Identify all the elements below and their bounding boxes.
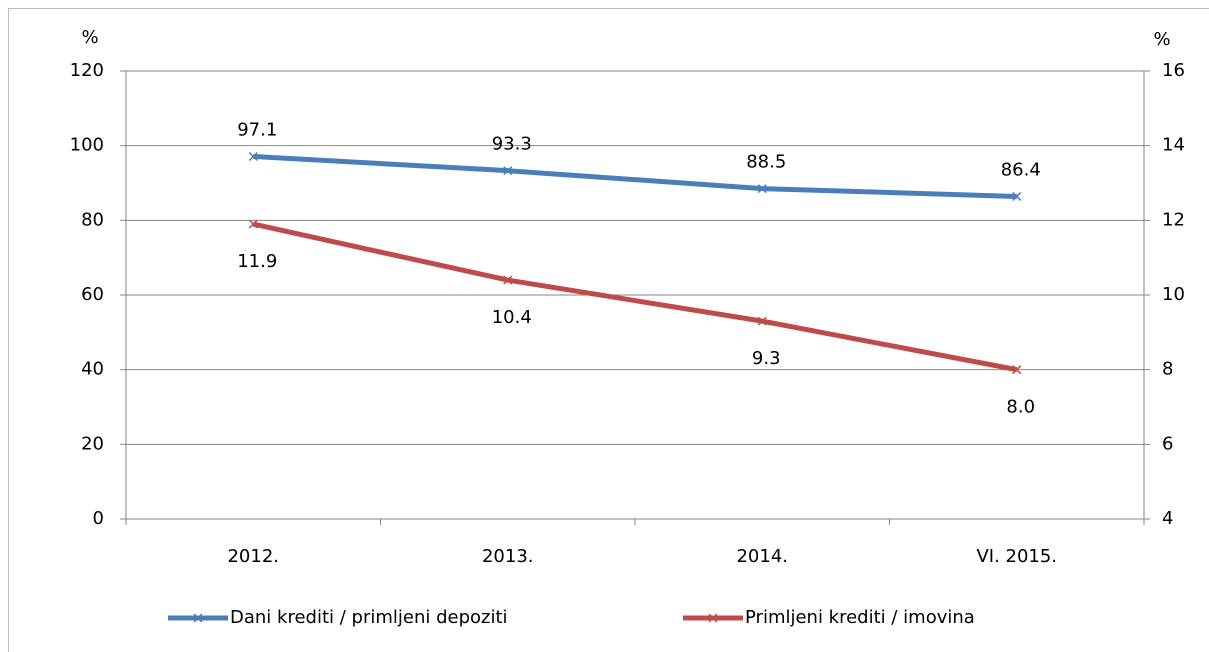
data-label: 8.0 bbox=[1006, 397, 1035, 418]
data-label: 88.5 bbox=[746, 152, 786, 173]
x-tick-label: 2012. bbox=[227, 546, 279, 567]
chart-frame bbox=[8, 8, 1209, 652]
y2-tick-label: 12 bbox=[1162, 209, 1185, 230]
series-line bbox=[252, 221, 1018, 373]
y-tick-label: 80 bbox=[81, 209, 104, 230]
series-line bbox=[253, 153, 1017, 199]
y-tick-label: 100 bbox=[70, 135, 104, 156]
legend-label: Primljeni krediti / imovina bbox=[745, 607, 975, 628]
data-label: 10.4 bbox=[492, 307, 532, 328]
data-label: 93.3 bbox=[492, 134, 532, 155]
data-point bbox=[503, 166, 513, 176]
y-tick-label: 0 bbox=[93, 508, 104, 529]
y-tick-label: 60 bbox=[81, 284, 104, 305]
data-label: 9.3 bbox=[752, 348, 781, 369]
data-point bbox=[503, 275, 513, 285]
y-axis-label: % bbox=[81, 27, 98, 48]
x-tick-label: 2013. bbox=[482, 546, 534, 567]
data-point bbox=[248, 151, 258, 162]
y2-tick-label: 16 bbox=[1162, 60, 1185, 81]
y2-tick-label: 8 bbox=[1162, 359, 1173, 380]
data-label: 97.1 bbox=[237, 119, 277, 140]
legend-marker bbox=[193, 613, 203, 623]
legend-label: Dani krediti / primljeni depoziti bbox=[230, 607, 508, 628]
data-point bbox=[248, 219, 258, 229]
x-tick-label: VI. 2015. bbox=[976, 546, 1057, 567]
data-point bbox=[1012, 191, 1022, 201]
y2-axis-label: % bbox=[1153, 29, 1170, 50]
data-point bbox=[1012, 365, 1022, 375]
y-tick-label: 40 bbox=[81, 359, 104, 380]
legend-marker bbox=[708, 613, 718, 623]
data-point bbox=[757, 316, 767, 326]
y-tick-label: 20 bbox=[81, 433, 104, 454]
data-label: 86.4 bbox=[1001, 159, 1041, 180]
y2-tick-label: 14 bbox=[1162, 135, 1185, 156]
y2-tick-label: 6 bbox=[1162, 433, 1173, 454]
x-tick-label: 2014. bbox=[736, 546, 788, 567]
y2-tick-label: 10 bbox=[1162, 284, 1185, 305]
data-point bbox=[757, 184, 767, 194]
y-tick-label: 120 bbox=[70, 60, 104, 81]
y2-tick-label: 4 bbox=[1162, 508, 1173, 529]
data-label: 11.9 bbox=[237, 251, 277, 272]
